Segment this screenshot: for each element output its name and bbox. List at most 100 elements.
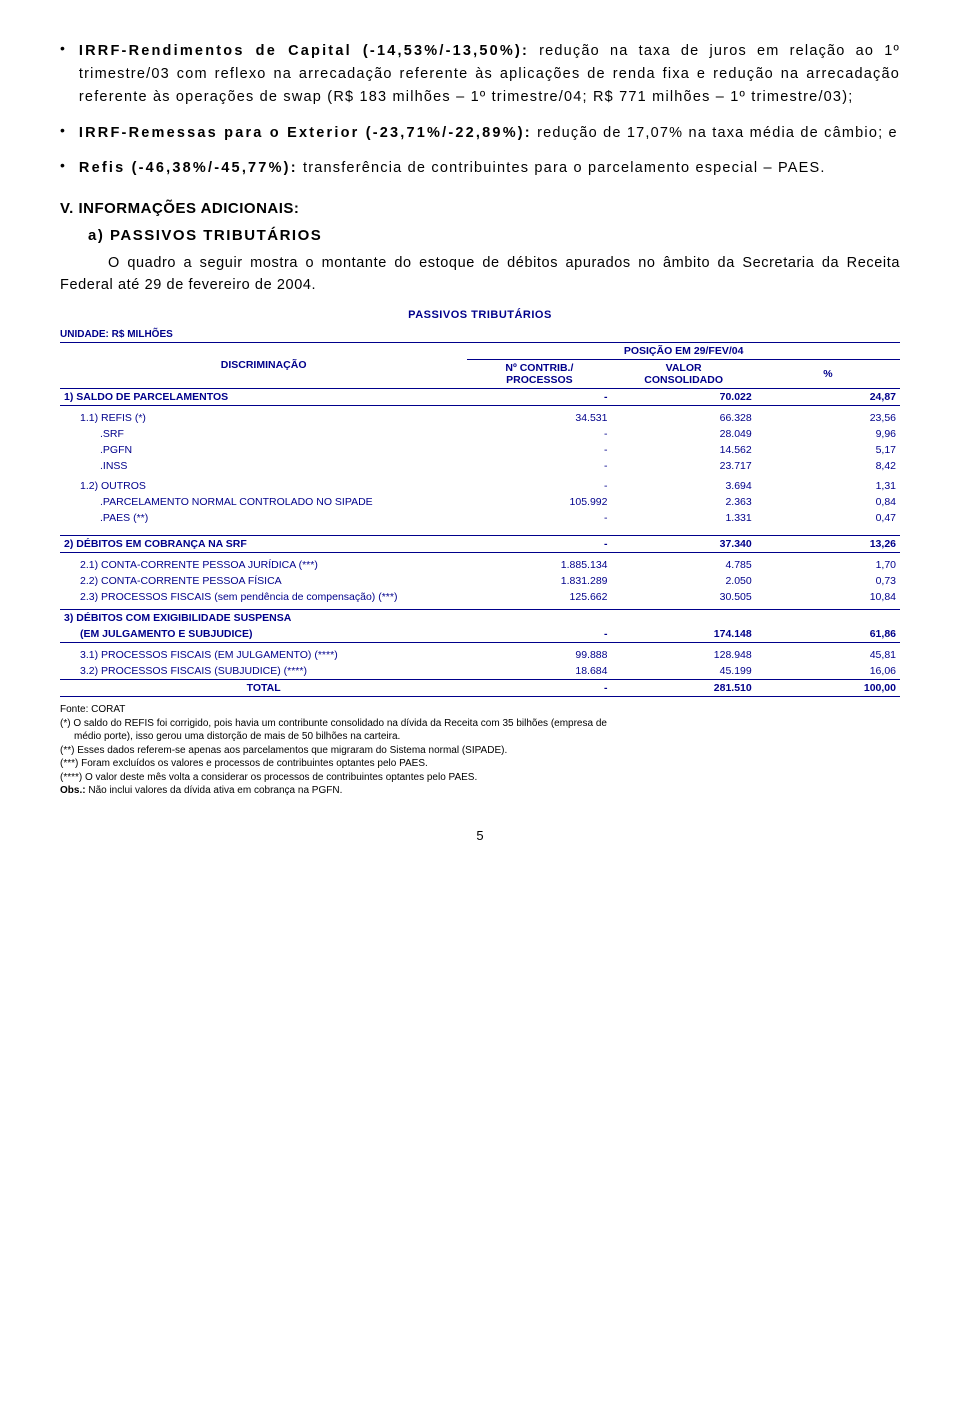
- total-c2: 281.510: [612, 680, 756, 697]
- footnote-line: (*) O saldo do REFIS foi corrigido, pois…: [60, 717, 900, 731]
- bullet-marker-icon: •: [60, 40, 65, 110]
- cell-valor: 2.363: [612, 494, 756, 510]
- cell-label: 1.1) REFIS (*): [60, 410, 467, 426]
- cell-contrib: 125.662: [467, 589, 611, 605]
- table-row: 3.2) PROCESSOS FISCAIS (SUBJUDICE) (****…: [60, 663, 900, 680]
- sub-heading-a: a) PASSIVOS TRIBUTÁRIOS: [88, 227, 900, 244]
- cell-pct: 1,31: [756, 478, 900, 494]
- bullet-lead: IRRF-Rendimentos de Capital (-14,53%/-13…: [79, 43, 529, 59]
- table-body: 1) SALDO DE PARCELAMENTOS-70.02224,871.1…: [60, 388, 900, 697]
- cell-label: .PARCELAMENTO NORMAL CONTROLADO NO SIPAD…: [60, 494, 467, 510]
- bullet-item: • Refis (-46,38%/-45,77%): transferência …: [60, 157, 900, 180]
- cell-contrib: -: [467, 426, 611, 442]
- cell-label: 1.2) OUTROS: [60, 478, 467, 494]
- table-row: .PGFN-14.5625,17: [60, 442, 900, 458]
- cell-pct: 0,84: [756, 494, 900, 510]
- footnote-line: Fonte: CORAT: [60, 703, 900, 717]
- cell-valor: 70.022: [612, 388, 756, 405]
- cell-valor: 30.505: [612, 589, 756, 605]
- bullet-item: • IRRF-Rendimentos de Capital (-14,53%/-1…: [60, 40, 900, 110]
- cell-contrib: -: [467, 536, 611, 553]
- cell-label: .PAES (**): [60, 510, 467, 526]
- table-row: 3) DÉBITOS COM EXIGIBILIDADE SUSPENSA: [60, 610, 900, 627]
- cell-contrib: 18.684: [467, 663, 611, 680]
- footnotes: Fonte: CORAT(*) O saldo do REFIS foi cor…: [60, 703, 900, 798]
- table-row: 2.1) CONTA-CORRENTE PESSOA JURÍDICA (***…: [60, 557, 900, 573]
- cell-valor: 128.948: [612, 647, 756, 663]
- header-posicao: POSIÇÃO EM 29/FEV/04: [467, 342, 900, 359]
- unit-line: UNIDADE: R$ MILHÕES: [60, 329, 900, 340]
- header-col2: VALORCONSOLIDADO: [612, 359, 756, 388]
- table-row: .PAES (**)-1.3310,47: [60, 510, 900, 526]
- footnote-line: (**) Esses dados referem-se apenas aos p…: [60, 744, 900, 758]
- cell-valor: 4.785: [612, 557, 756, 573]
- cell-valor: 66.328: [612, 410, 756, 426]
- cell-contrib: -: [467, 388, 611, 405]
- cell-pct: 24,87: [756, 388, 900, 405]
- cell-pct: [756, 610, 900, 627]
- cell-contrib: [467, 610, 611, 627]
- table-row: 1.1) REFIS (*)34.53166.32823,56: [60, 410, 900, 426]
- cell-contrib: -: [467, 478, 611, 494]
- cell-pct: 13,26: [756, 536, 900, 553]
- footnote-line: Obs.: Não inclui valores da dívida ativa…: [60, 784, 900, 798]
- bullet-list: • IRRF-Rendimentos de Capital (-14,53%/-1…: [60, 40, 900, 180]
- passivos-table: DISCRIMINAÇÃO POSIÇÃO EM 29/FEV/04 Nº CO…: [60, 342, 900, 698]
- cell-pct: 5,17: [756, 442, 900, 458]
- cell-valor: 2.050: [612, 573, 756, 589]
- cell-pct: 8,42: [756, 458, 900, 474]
- total-label: TOTAL: [60, 680, 467, 697]
- cell-valor: 14.562: [612, 442, 756, 458]
- table-row: .INSS-23.7178,42: [60, 458, 900, 474]
- cell-valor: 174.148: [612, 626, 756, 643]
- cell-label: 3) DÉBITOS COM EXIGIBILIDADE SUSPENSA: [60, 610, 467, 627]
- table-row: [60, 526, 900, 536]
- table-row: 2) DÉBITOS EM COBRANÇA NA SRF-37.34013,2…: [60, 536, 900, 553]
- bullet-content: IRRF-Rendimentos de Capital (-14,53%/-13…: [79, 40, 900, 110]
- cell-valor: 3.694: [612, 478, 756, 494]
- section-heading-v: V. INFORMAÇÕES ADICIONAIS:: [60, 200, 900, 217]
- bullet-lead: Refis (-46,38%/-45,77%):: [79, 160, 298, 176]
- bullet-item: •IRRF-Remessas para o Exterior (-23,71%/…: [60, 122, 900, 145]
- cell-valor: 23.717: [612, 458, 756, 474]
- cell-label: .INSS: [60, 458, 467, 474]
- header-col3: %: [756, 359, 900, 388]
- cell-label: 2.1) CONTA-CORRENTE PESSOA JURÍDICA (***…: [60, 557, 467, 573]
- cell-contrib: -: [467, 626, 611, 643]
- bullet-marker-icon: •: [60, 157, 65, 180]
- table-title: PASSIVOS TRIBUTÁRIOS: [60, 309, 900, 321]
- cell-pct: 16,06: [756, 663, 900, 680]
- cell-label: 3.1) PROCESSOS FISCAIS (EM JULGAMENTO) (…: [60, 647, 467, 663]
- table-row: 2.3) PROCESSOS FISCAIS (sem pendência de…: [60, 589, 900, 605]
- header-discriminacao: DISCRIMINAÇÃO: [60, 342, 467, 388]
- cell-pct: 61,86: [756, 626, 900, 643]
- cell-contrib: -: [467, 442, 611, 458]
- cell-pct: 23,56: [756, 410, 900, 426]
- cell-valor: 37.340: [612, 536, 756, 553]
- bullet-content: Refis (-46,38%/-45,77%): transferência d…: [79, 157, 826, 180]
- footnote-line: médio porte), isso gerou uma distorção d…: [60, 730, 900, 744]
- cell-label: 2.3) PROCESSOS FISCAIS (sem pendência de…: [60, 589, 467, 605]
- cell-contrib: 99.888: [467, 647, 611, 663]
- cell-contrib: 1.885.134: [467, 557, 611, 573]
- cell-label: .PGFN: [60, 442, 467, 458]
- table-row: (EM JULGAMENTO E SUBJUDICE)-174.14861,86: [60, 626, 900, 643]
- header-col1: Nº CONTRIB./PROCESSOS: [467, 359, 611, 388]
- footnote-line: (***) Foram excluídos os valores e proce…: [60, 757, 900, 771]
- intro-paragraph: O quadro a seguir mostra o montante do e…: [60, 252, 900, 297]
- table-row: 1) SALDO DE PARCELAMENTOS-70.02224,87: [60, 388, 900, 405]
- cell-label: 2) DÉBITOS EM COBRANÇA NA SRF: [60, 536, 467, 553]
- table-total-row: TOTAL-281.510100,00: [60, 680, 900, 697]
- total-c1: -: [467, 680, 611, 697]
- cell-contrib: 1.831.289: [467, 573, 611, 589]
- cell-label: 1) SALDO DE PARCELAMENTOS: [60, 388, 467, 405]
- cell-contrib: -: [467, 510, 611, 526]
- cell-label: 2.2) CONTA-CORRENTE PESSOA FÍSICA: [60, 573, 467, 589]
- cell-label: (EM JULGAMENTO E SUBJUDICE): [60, 626, 467, 643]
- cell-valor: 28.049: [612, 426, 756, 442]
- table-row: .PARCELAMENTO NORMAL CONTROLADO NO SIPAD…: [60, 494, 900, 510]
- cell-pct: 0,73: [756, 573, 900, 589]
- table-header: DISCRIMINAÇÃO POSIÇÃO EM 29/FEV/04 Nº CO…: [60, 342, 900, 388]
- cell-valor: 45.199: [612, 663, 756, 680]
- cell-label: 3.2) PROCESSOS FISCAIS (SUBJUDICE) (****…: [60, 663, 467, 680]
